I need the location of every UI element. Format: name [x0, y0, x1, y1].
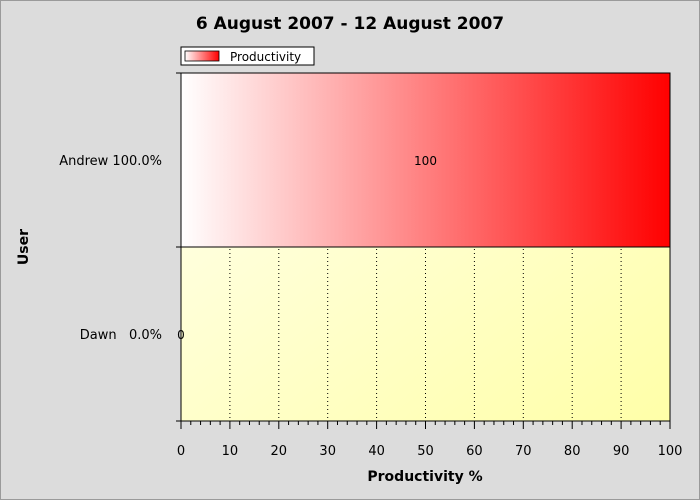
x-tick-label: 0: [177, 444, 185, 459]
y-axis-ticks: Andrew 100.0% Dawn 0.0%: [59, 72, 181, 422]
x-axis-ticks: 0 10 20 30 40 50 60 70 80 90 100: [177, 421, 683, 459]
legend-swatch: [184, 50, 220, 62]
x-tick-label: 70: [515, 444, 532, 459]
x-tick-label: 40: [368, 444, 385, 459]
y-category-label: Dawn 0.0%: [80, 328, 162, 343]
x-tick-label: 30: [319, 444, 336, 459]
x-tick-label: 50: [417, 444, 434, 459]
bar-value-label: 100: [414, 154, 437, 168]
x-tick-label: 10: [222, 444, 239, 459]
x-tick-label: 60: [466, 444, 483, 459]
x-tick-label: 90: [613, 444, 630, 459]
x-tick-label: 20: [271, 444, 288, 459]
x-axis-title: Productivity %: [367, 469, 482, 485]
y-axis-title: User: [16, 229, 32, 265]
legend: Productivity: [180, 46, 315, 66]
x-tick-label: 80: [564, 444, 581, 459]
y-category-label: Andrew 100.0%: [59, 154, 162, 169]
x-tick-label: 100: [658, 444, 683, 459]
legend-label: Productivity: [230, 50, 301, 64]
chart-title: 6 August 2007 - 12 August 2007: [196, 14, 504, 34]
